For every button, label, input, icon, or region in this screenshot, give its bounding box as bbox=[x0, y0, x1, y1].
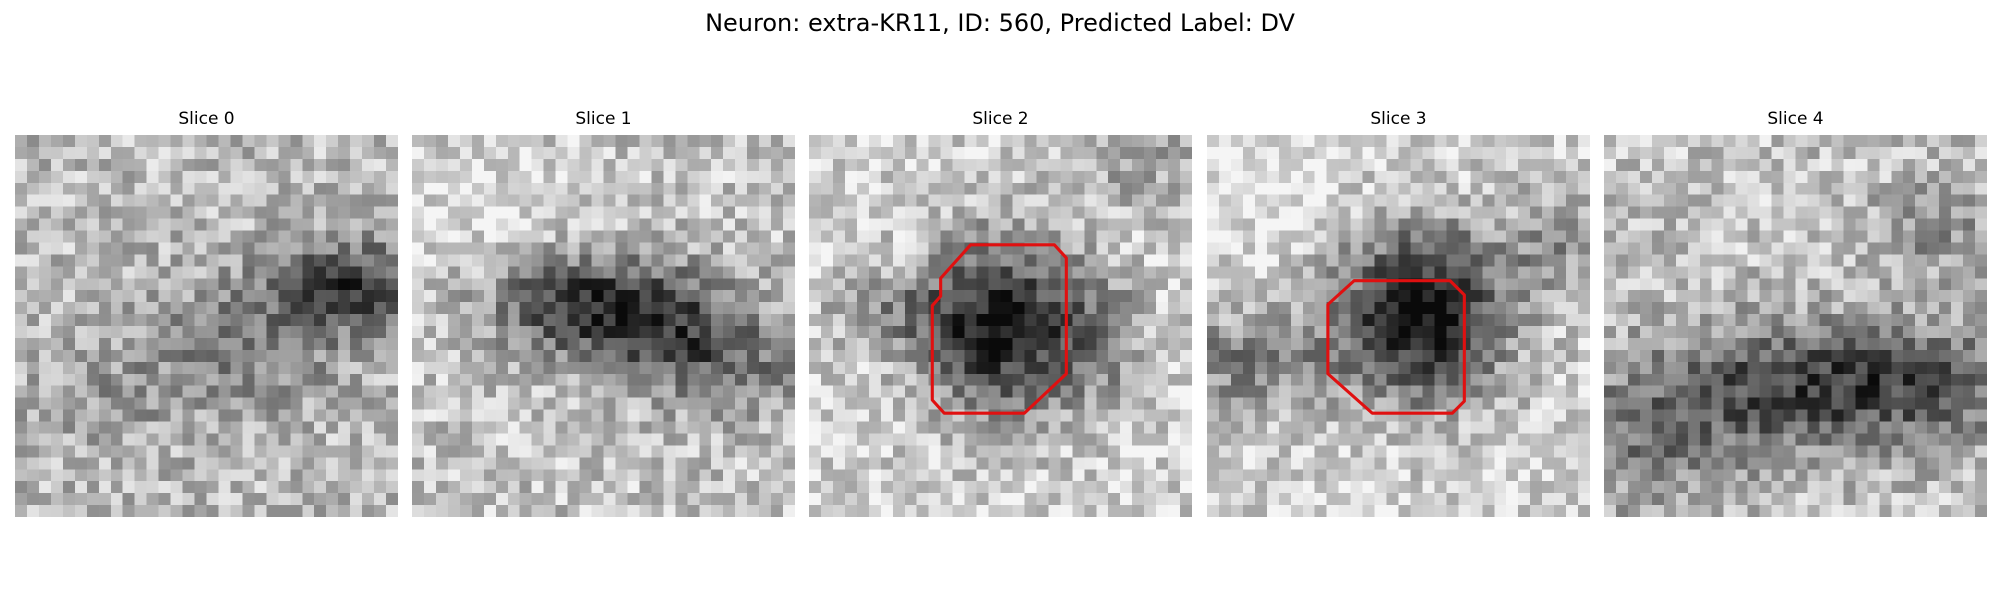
roi-contour-3 bbox=[1326, 279, 1466, 415]
slice-image-0 bbox=[15, 135, 398, 517]
slice-title-0: Slice 0 bbox=[178, 109, 235, 129]
roi-contour-2 bbox=[930, 243, 1068, 415]
slice-image-3 bbox=[1207, 135, 1590, 517]
slice-title-3: Slice 3 bbox=[1370, 109, 1427, 129]
slice-title-1: Slice 1 bbox=[575, 109, 632, 129]
slice-title-2: Slice 2 bbox=[972, 109, 1029, 129]
slice-image-1 bbox=[412, 135, 795, 517]
slice-image-4 bbox=[1604, 135, 1987, 517]
slice-image-2 bbox=[809, 135, 1192, 517]
figure-title: Neuron: extra-KR11, ID: 560, Predicted L… bbox=[705, 9, 1295, 37]
slice-title-4: Slice 4 bbox=[1767, 109, 1824, 129]
